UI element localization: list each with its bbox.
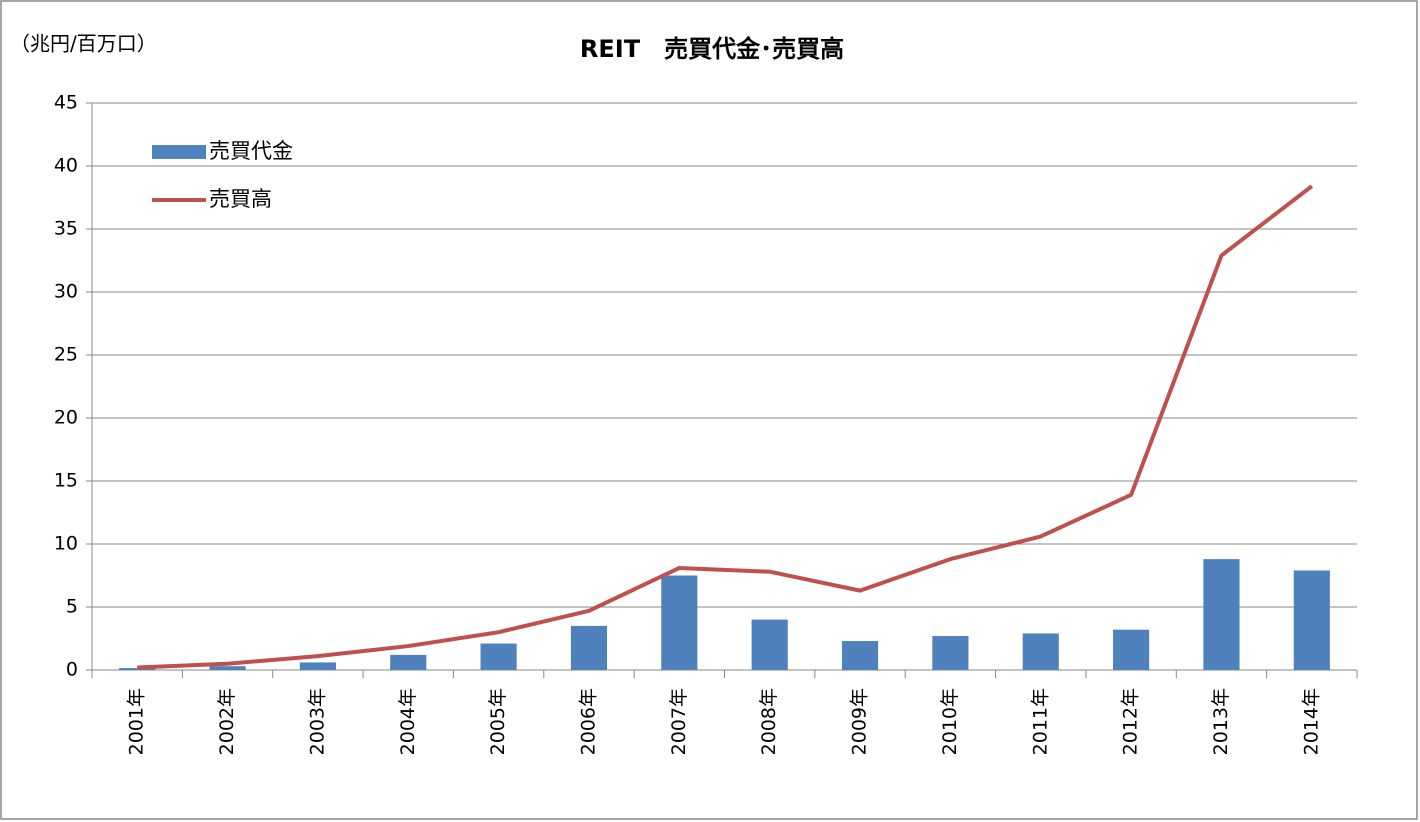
bar (570, 625, 608, 670)
bar (841, 641, 879, 670)
x-tick-label: 2012年 (1120, 688, 1142, 755)
bar (119, 668, 156, 670)
y-tick-label: 45 (54, 92, 78, 114)
x-tick-label: 2005年 (487, 688, 509, 755)
legend-label: 売買高 (209, 187, 272, 211)
y-tick-label: 20 (54, 407, 78, 429)
y-tick-label: 5 (66, 596, 78, 618)
y-tick-label: 10 (54, 533, 78, 555)
x-tick-label: 2004年 (397, 688, 419, 755)
x-tick-label: 2009年 (849, 688, 871, 755)
chart-title: REIT 売買代金･売買高 (580, 35, 844, 63)
x-tick-label: 2007年 (668, 688, 690, 755)
bar (661, 575, 698, 670)
bar (299, 662, 336, 670)
y-tick-label: 0 (66, 659, 78, 681)
y-tick-label: 30 (54, 281, 78, 303)
x-tick-label: 2008年 (758, 688, 780, 755)
bar (1022, 633, 1059, 670)
x-tick-label: 2001年 (126, 688, 148, 755)
x-tick-label: 2014年 (1300, 688, 1322, 755)
y-axis-label: （兆円/百万口） (10, 32, 157, 56)
bar (209, 666, 246, 670)
legend-label: 売買代金 (209, 139, 293, 163)
bar (1203, 559, 1240, 670)
bar (932, 635, 969, 670)
y-tick-label: 15 (54, 470, 78, 492)
y-tick-label: 40 (54, 155, 78, 177)
y-tick-label: 25 (54, 344, 78, 366)
bar (1293, 570, 1330, 670)
bar (480, 643, 517, 670)
bar (1113, 629, 1150, 670)
legend-swatch (152, 145, 206, 159)
x-tick-label: 2006年 (577, 688, 599, 755)
x-tick-label: 2011年 (1029, 688, 1051, 755)
bar (751, 619, 788, 670)
x-tick-label: 2010年 (939, 688, 961, 755)
line (137, 184, 1314, 670)
bar (390, 654, 427, 670)
x-tick-label: 2002年 (216, 688, 238, 755)
x-tick-label: 2013年 (1210, 688, 1232, 755)
y-tick-label: 35 (54, 218, 78, 240)
x-tick-label: 2003年 (306, 688, 328, 755)
